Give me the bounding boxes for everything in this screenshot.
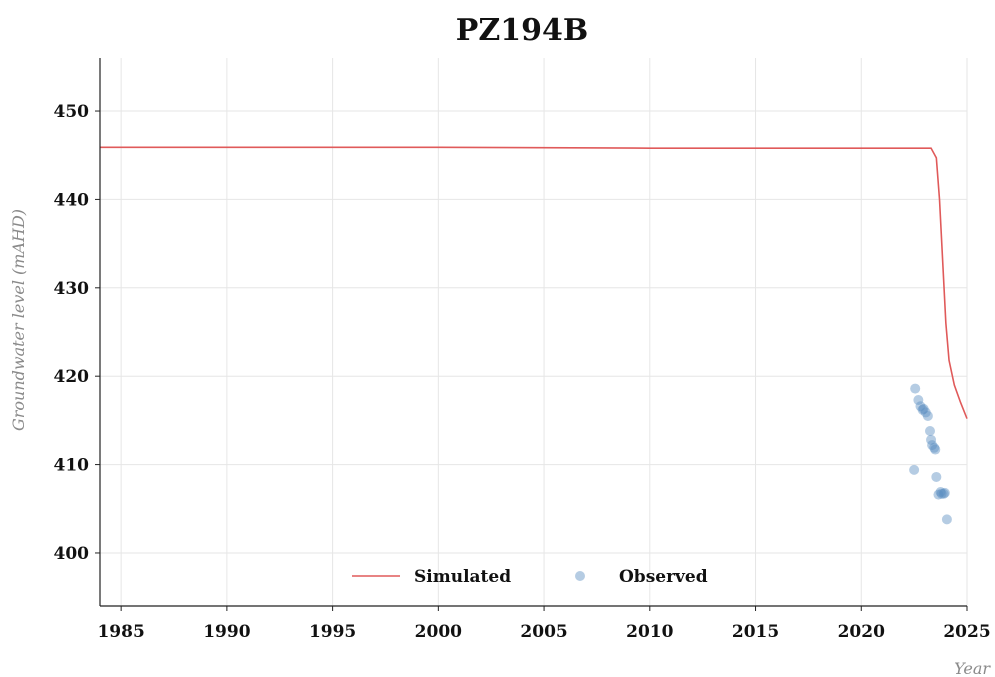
observed-point bbox=[929, 442, 940, 453]
observed-point bbox=[926, 434, 937, 445]
observed-point bbox=[933, 489, 944, 500]
observed-point bbox=[918, 403, 929, 414]
legend: Simulated Observed bbox=[352, 567, 708, 587]
x-tick-label: 2015 bbox=[732, 622, 779, 642]
x-tick-label: 2000 bbox=[415, 622, 462, 642]
observed-point bbox=[924, 425, 935, 436]
observed-point bbox=[917, 404, 928, 415]
y-tick-label: 440 bbox=[54, 190, 90, 210]
x-tick-label: 1990 bbox=[203, 622, 250, 642]
y-tick-label: 420 bbox=[54, 367, 90, 387]
legend-simulated-label: Simulated bbox=[414, 567, 511, 587]
observed-point bbox=[913, 395, 924, 406]
observed-point bbox=[930, 444, 941, 455]
legend-observed-swatch bbox=[575, 571, 585, 581]
y-tick-label: 450 bbox=[54, 102, 90, 122]
observed-point bbox=[922, 410, 933, 421]
y-tick-label: 400 bbox=[54, 544, 90, 564]
plot-area bbox=[100, 146, 968, 525]
y-tick-label: 410 bbox=[54, 456, 90, 476]
observed-point bbox=[910, 383, 921, 394]
x-axis-label: Year bbox=[954, 659, 991, 677]
observed-point bbox=[927, 440, 938, 451]
x-tick-label: 1985 bbox=[97, 622, 144, 642]
x-axis-ticks: 1985 1990 1995 2000 2005 2010 2015 2020 2025 bbox=[97, 606, 991, 642]
observed-point bbox=[938, 488, 949, 499]
x-tick-label: 1995 bbox=[309, 622, 356, 642]
observed-point bbox=[936, 488, 947, 499]
grid bbox=[100, 58, 968, 606]
x-tick-label: 2025 bbox=[943, 622, 990, 642]
chart-title: PZ194B bbox=[456, 13, 588, 48]
observed-point bbox=[935, 486, 946, 497]
observed-point bbox=[920, 407, 931, 418]
observed-point bbox=[909, 464, 920, 475]
legend-observed-label: Observed bbox=[619, 567, 708, 587]
y-axis-label: Groundwater level (mAHD) bbox=[9, 209, 28, 431]
y-tick-label: 430 bbox=[54, 279, 90, 299]
x-tick-label: 2010 bbox=[626, 622, 673, 642]
x-tick-label: 2020 bbox=[838, 622, 885, 642]
observed-point bbox=[941, 514, 952, 525]
x-tick-label: 2005 bbox=[520, 622, 567, 642]
observed-point bbox=[915, 401, 926, 412]
observed-point bbox=[939, 487, 950, 498]
y-axis-ticks: 400 410 420 430 440 450 bbox=[54, 102, 100, 564]
observed-point bbox=[931, 471, 942, 482]
simulated-series-line bbox=[100, 146, 968, 419]
